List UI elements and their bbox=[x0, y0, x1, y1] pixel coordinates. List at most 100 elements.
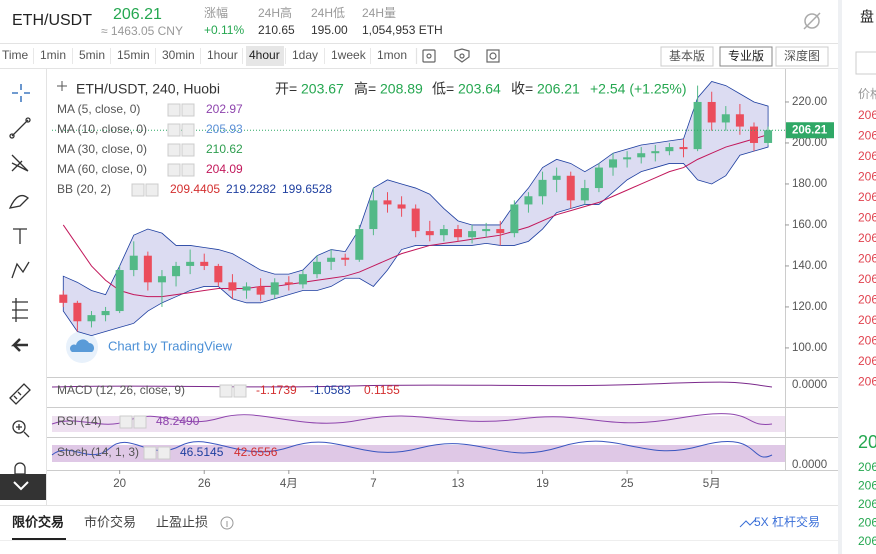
y-tick-label: 160.00 bbox=[792, 219, 827, 231]
view-label[interactable]: 基本版 bbox=[669, 49, 705, 63]
interval-button[interactable]: 30min bbox=[162, 48, 195, 62]
indicator-value: 219.2282 bbox=[226, 182, 276, 196]
candle-body bbox=[355, 229, 364, 260]
ohlc-label: 开= bbox=[275, 81, 297, 97]
pane-name: MACD (12, 26, close, 9) bbox=[57, 383, 185, 397]
candle-body bbox=[157, 276, 166, 283]
candle-body bbox=[453, 229, 462, 238]
interval-button[interactable]: 5min bbox=[79, 48, 105, 62]
ask-price: 206 bbox=[858, 293, 876, 307]
info-icon[interactable] bbox=[220, 516, 234, 530]
interval-button[interactable]: 15min bbox=[117, 48, 150, 62]
candle-body bbox=[284, 282, 293, 285]
collapse-legend[interactable] bbox=[57, 81, 67, 91]
interval-button[interactable]: Time bbox=[2, 48, 29, 62]
candle-body bbox=[510, 204, 519, 234]
toolbar-icons[interactable] bbox=[415, 48, 500, 64]
stat-label: 涨幅 bbox=[204, 5, 228, 20]
side-select bbox=[855, 51, 876, 75]
drawing-tools[interactable] bbox=[8, 84, 31, 475]
y-tick-label: 220.00 bbox=[792, 96, 827, 108]
order-tab[interactable]: 市价交易 bbox=[84, 514, 136, 529]
candle-body bbox=[580, 188, 589, 201]
x-tick-label: 4月 bbox=[280, 478, 298, 490]
view-button[interactable] bbox=[775, 46, 829, 67]
legend-button[interactable] bbox=[233, 384, 247, 398]
candle-body bbox=[115, 270, 124, 312]
legend-button[interactable] bbox=[181, 123, 195, 137]
candle-body bbox=[214, 265, 223, 283]
watermark: Chart by TradingView bbox=[108, 338, 233, 353]
side-column: 价格 bbox=[858, 86, 876, 101]
ask-price: 206 bbox=[858, 272, 876, 286]
legend-button[interactable] bbox=[167, 143, 181, 157]
candle-body bbox=[186, 261, 195, 266]
stoch-line bbox=[51, 440, 773, 458]
legend-button[interactable] bbox=[167, 103, 181, 117]
candle-body bbox=[327, 257, 336, 262]
stat-value: 210.65 bbox=[258, 23, 295, 37]
legend-button[interactable] bbox=[181, 143, 195, 157]
pane-value: 46.5145 bbox=[180, 445, 224, 459]
ohlc-value: 203.64 bbox=[458, 81, 501, 97]
candle-body bbox=[411, 208, 420, 232]
indicator-name: MA (30, close, 0) bbox=[57, 142, 147, 156]
legend-button[interactable] bbox=[167, 163, 181, 177]
legend-button[interactable] bbox=[219, 384, 233, 398]
legend-button[interactable] bbox=[157, 446, 171, 460]
order-tab[interactable]: 限价交易 bbox=[12, 514, 64, 529]
legend-button[interactable] bbox=[181, 103, 195, 117]
y-tick-label: 120.00 bbox=[792, 301, 827, 313]
view-button[interactable] bbox=[660, 46, 714, 67]
interval-button[interactable]: 1hour bbox=[207, 48, 238, 62]
legend-button[interactable] bbox=[119, 415, 133, 429]
candle-body bbox=[298, 274, 307, 285]
candle-body bbox=[256, 286, 265, 295]
order-tab[interactable]: 止盈止损 bbox=[156, 514, 208, 529]
leverage-link[interactable]: 5X 杠杆交易 bbox=[754, 514, 820, 529]
candle-body bbox=[369, 200, 378, 230]
interval-button[interactable]: 1day bbox=[292, 48, 318, 62]
bid-price: 206 bbox=[858, 460, 876, 474]
ask-price: 206 bbox=[858, 354, 876, 368]
mid-price: 20 bbox=[858, 432, 876, 452]
candle-body bbox=[623, 157, 632, 160]
legend-button[interactable] bbox=[143, 446, 157, 460]
change: +2.54 (+1.25%) bbox=[590, 81, 687, 97]
bid-price: 206 bbox=[858, 534, 876, 548]
candle-body bbox=[228, 282, 237, 291]
stat-value: 195.00 bbox=[311, 23, 348, 37]
y-tick-label: 100.00 bbox=[792, 342, 827, 354]
ohlc-value: 208.89 bbox=[380, 81, 423, 97]
pane-tick: 0.0000 bbox=[792, 379, 827, 391]
view-button[interactable] bbox=[719, 46, 773, 67]
stat-label: 24H低 bbox=[311, 6, 345, 20]
legend-button[interactable] bbox=[133, 415, 147, 429]
candle-body bbox=[242, 286, 251, 291]
view-label[interactable]: 专业版 bbox=[728, 48, 764, 63]
interval-button[interactable]: 1mon bbox=[377, 48, 407, 62]
interval-button[interactable]: 4hour bbox=[249, 48, 280, 62]
indicator-name: MA (5, close, 0) bbox=[57, 102, 140, 116]
plot bbox=[59, 81, 773, 337]
separator bbox=[838, 0, 842, 554]
x-tick-label: 5月 bbox=[703, 478, 721, 490]
interval-button[interactable]: 1min bbox=[40, 48, 66, 62]
legend-button[interactable] bbox=[181, 163, 195, 177]
macd-line bbox=[51, 381, 773, 388]
legend-button[interactable] bbox=[145, 183, 159, 197]
candle-body bbox=[749, 126, 758, 143]
view-label[interactable]: 深度图 bbox=[784, 48, 820, 63]
legend-button[interactable] bbox=[131, 183, 145, 197]
settings-icon[interactable] bbox=[803, 12, 821, 30]
ask-price: 206 bbox=[858, 190, 876, 204]
pane-value: 48.2490 bbox=[156, 414, 200, 428]
bid-price: 206 bbox=[858, 479, 876, 493]
candle-body bbox=[73, 302, 82, 322]
bid-price: 206 bbox=[858, 497, 876, 511]
legend-button[interactable] bbox=[167, 123, 181, 137]
pane-value: 0.1155 bbox=[364, 383, 400, 397]
interval-button[interactable]: 1week bbox=[331, 48, 367, 62]
candle-body bbox=[172, 265, 181, 277]
